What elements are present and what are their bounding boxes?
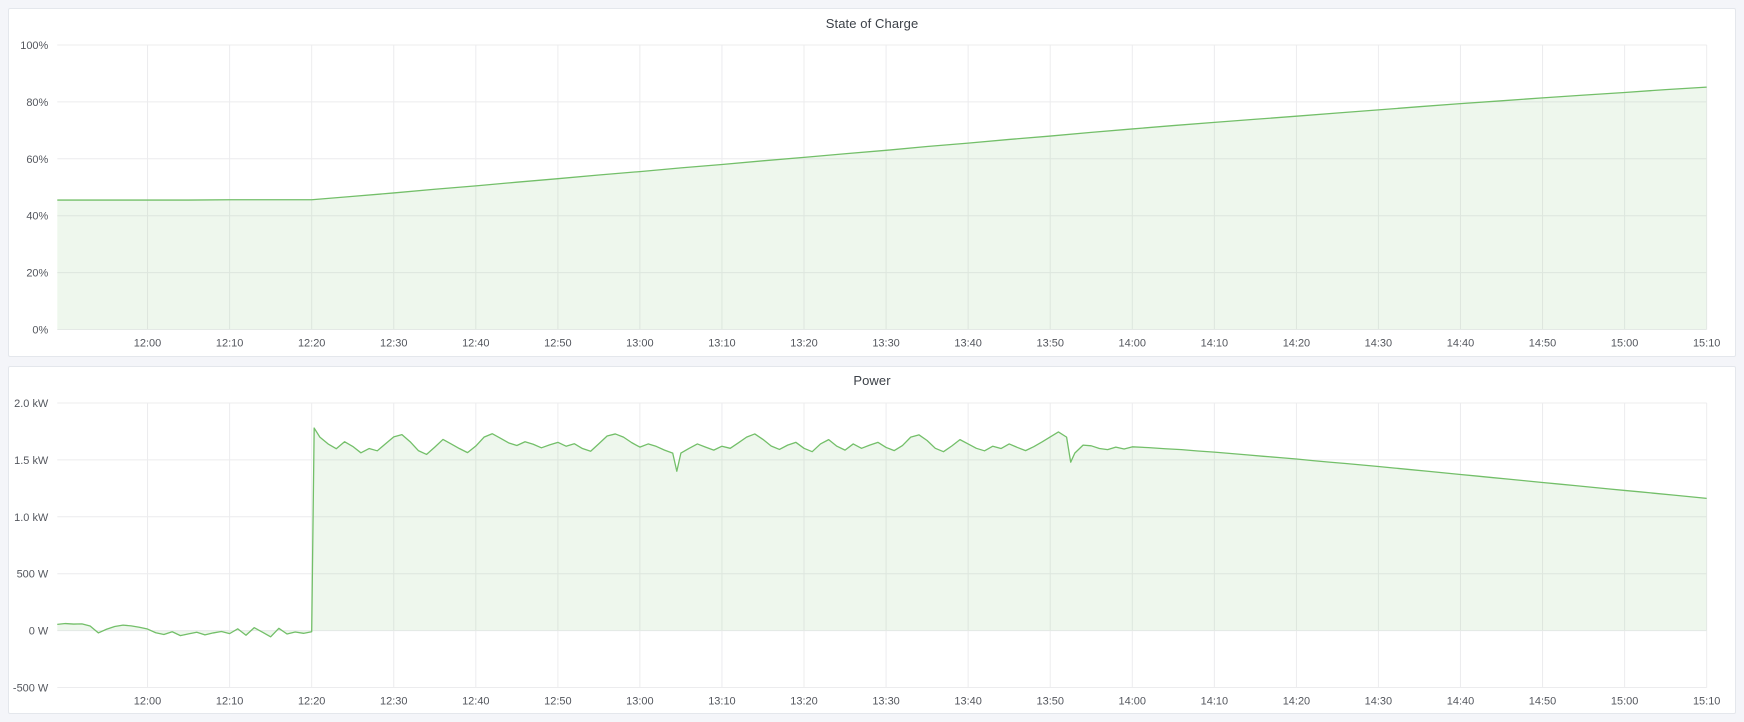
svg-text:12:30: 12:30	[380, 338, 407, 350]
svg-text:80%: 80%	[26, 97, 48, 109]
svg-text:500 W: 500 W	[17, 568, 49, 580]
svg-text:14:30: 14:30	[1365, 338, 1392, 350]
panel-title-power[interactable]: Power	[853, 373, 891, 388]
svg-text:12:40: 12:40	[462, 695, 489, 707]
svg-text:100%: 100%	[20, 40, 48, 52]
svg-text:1.5 kW: 1.5 kW	[14, 454, 49, 466]
svg-text:14:10: 14:10	[1201, 695, 1228, 707]
svg-text:14:20: 14:20	[1283, 338, 1310, 350]
svg-text:0%: 0%	[32, 325, 48, 337]
svg-text:1.0 kW: 1.0 kW	[14, 511, 49, 523]
svg-text:13:40: 13:40	[954, 695, 981, 707]
svg-text:14:40: 14:40	[1447, 695, 1474, 707]
svg-text:13:00: 13:00	[626, 695, 653, 707]
svg-text:14:40: 14:40	[1447, 338, 1474, 350]
svg-text:12:40: 12:40	[462, 338, 489, 350]
svg-text:12:00: 12:00	[134, 695, 161, 707]
svg-text:14:30: 14:30	[1365, 695, 1392, 707]
panel-power: Power 12:00 12:10 12:20 12:30 12:40 12:50 13:0…	[8, 365, 1736, 714]
svg-text:13:50: 13:50	[1036, 338, 1063, 350]
svg-text:0 W: 0 W	[29, 625, 49, 637]
svg-text:13:10: 13:10	[708, 695, 735, 707]
power-chart[interactable]: 12:00 12:10 12:20 12:30 12:40 12:50 13:00 13:10…	[9, 395, 1735, 714]
svg-text:14:50: 14:50	[1529, 695, 1556, 707]
power-chart-area: 12:00 12:10 12:20 12:30 12:40 12:50 13:00 13:10…	[9, 395, 1735, 714]
svg-text:12:50: 12:50	[544, 695, 571, 707]
svg-text:15:00: 15:00	[1611, 338, 1638, 350]
svg-text:20%: 20%	[26, 268, 48, 280]
svg-text:13:40: 13:40	[954, 338, 981, 350]
svg-text:15:10: 15:10	[1693, 338, 1720, 350]
svg-text:12:00: 12:00	[134, 338, 161, 350]
svg-text:14:50: 14:50	[1529, 338, 1556, 350]
svg-text:13:30: 13:30	[872, 695, 899, 707]
state-of-charge-chart-area: 12:00 12:10 12:20 12:30 12:40 12:50 13:00 13:10…	[9, 37, 1735, 356]
svg-text:15:00: 15:00	[1611, 695, 1638, 707]
svg-text:12:30: 12:30	[380, 695, 407, 707]
svg-text:60%: 60%	[26, 154, 48, 166]
svg-text:13:30: 13:30	[872, 338, 899, 350]
svg-text:12:50: 12:50	[544, 338, 571, 350]
panel-title-state-of-charge[interactable]: State of Charge	[825, 15, 919, 31]
svg-text:14:20: 14:20	[1283, 695, 1310, 707]
panel-state-of-charge: State of Charge 12:00 12:10 12:20 12:30 12:4…	[8, 8, 1736, 357]
state-of-charge-chart[interactable]: 12:00 12:10 12:20 12:30 12:40 12:50 13:00 13:10…	[9, 37, 1735, 356]
svg-text:13:10: 13:10	[708, 338, 735, 350]
svg-text:14:10: 14:10	[1201, 338, 1228, 350]
svg-text:2.0 kW: 2.0 kW	[14, 397, 49, 409]
svg-text:13:20: 13:20	[790, 338, 817, 350]
svg-text:14:00: 14:00	[1119, 695, 1146, 707]
svg-text:12:10: 12:10	[216, 338, 243, 350]
svg-text:14:00: 14:00	[1119, 338, 1146, 350]
svg-text:12:10: 12:10	[216, 695, 243, 707]
svg-text:13:00: 13:00	[626, 338, 653, 350]
svg-text:40%: 40%	[26, 211, 48, 223]
svg-text:12:20: 12:20	[298, 695, 325, 707]
svg-text:12:20: 12:20	[298, 338, 325, 350]
svg-text:13:20: 13:20	[790, 695, 817, 707]
svg-text:15:10: 15:10	[1693, 695, 1720, 707]
svg-text:13:50: 13:50	[1036, 695, 1063, 707]
svg-text:-500 W: -500 W	[13, 682, 49, 694]
